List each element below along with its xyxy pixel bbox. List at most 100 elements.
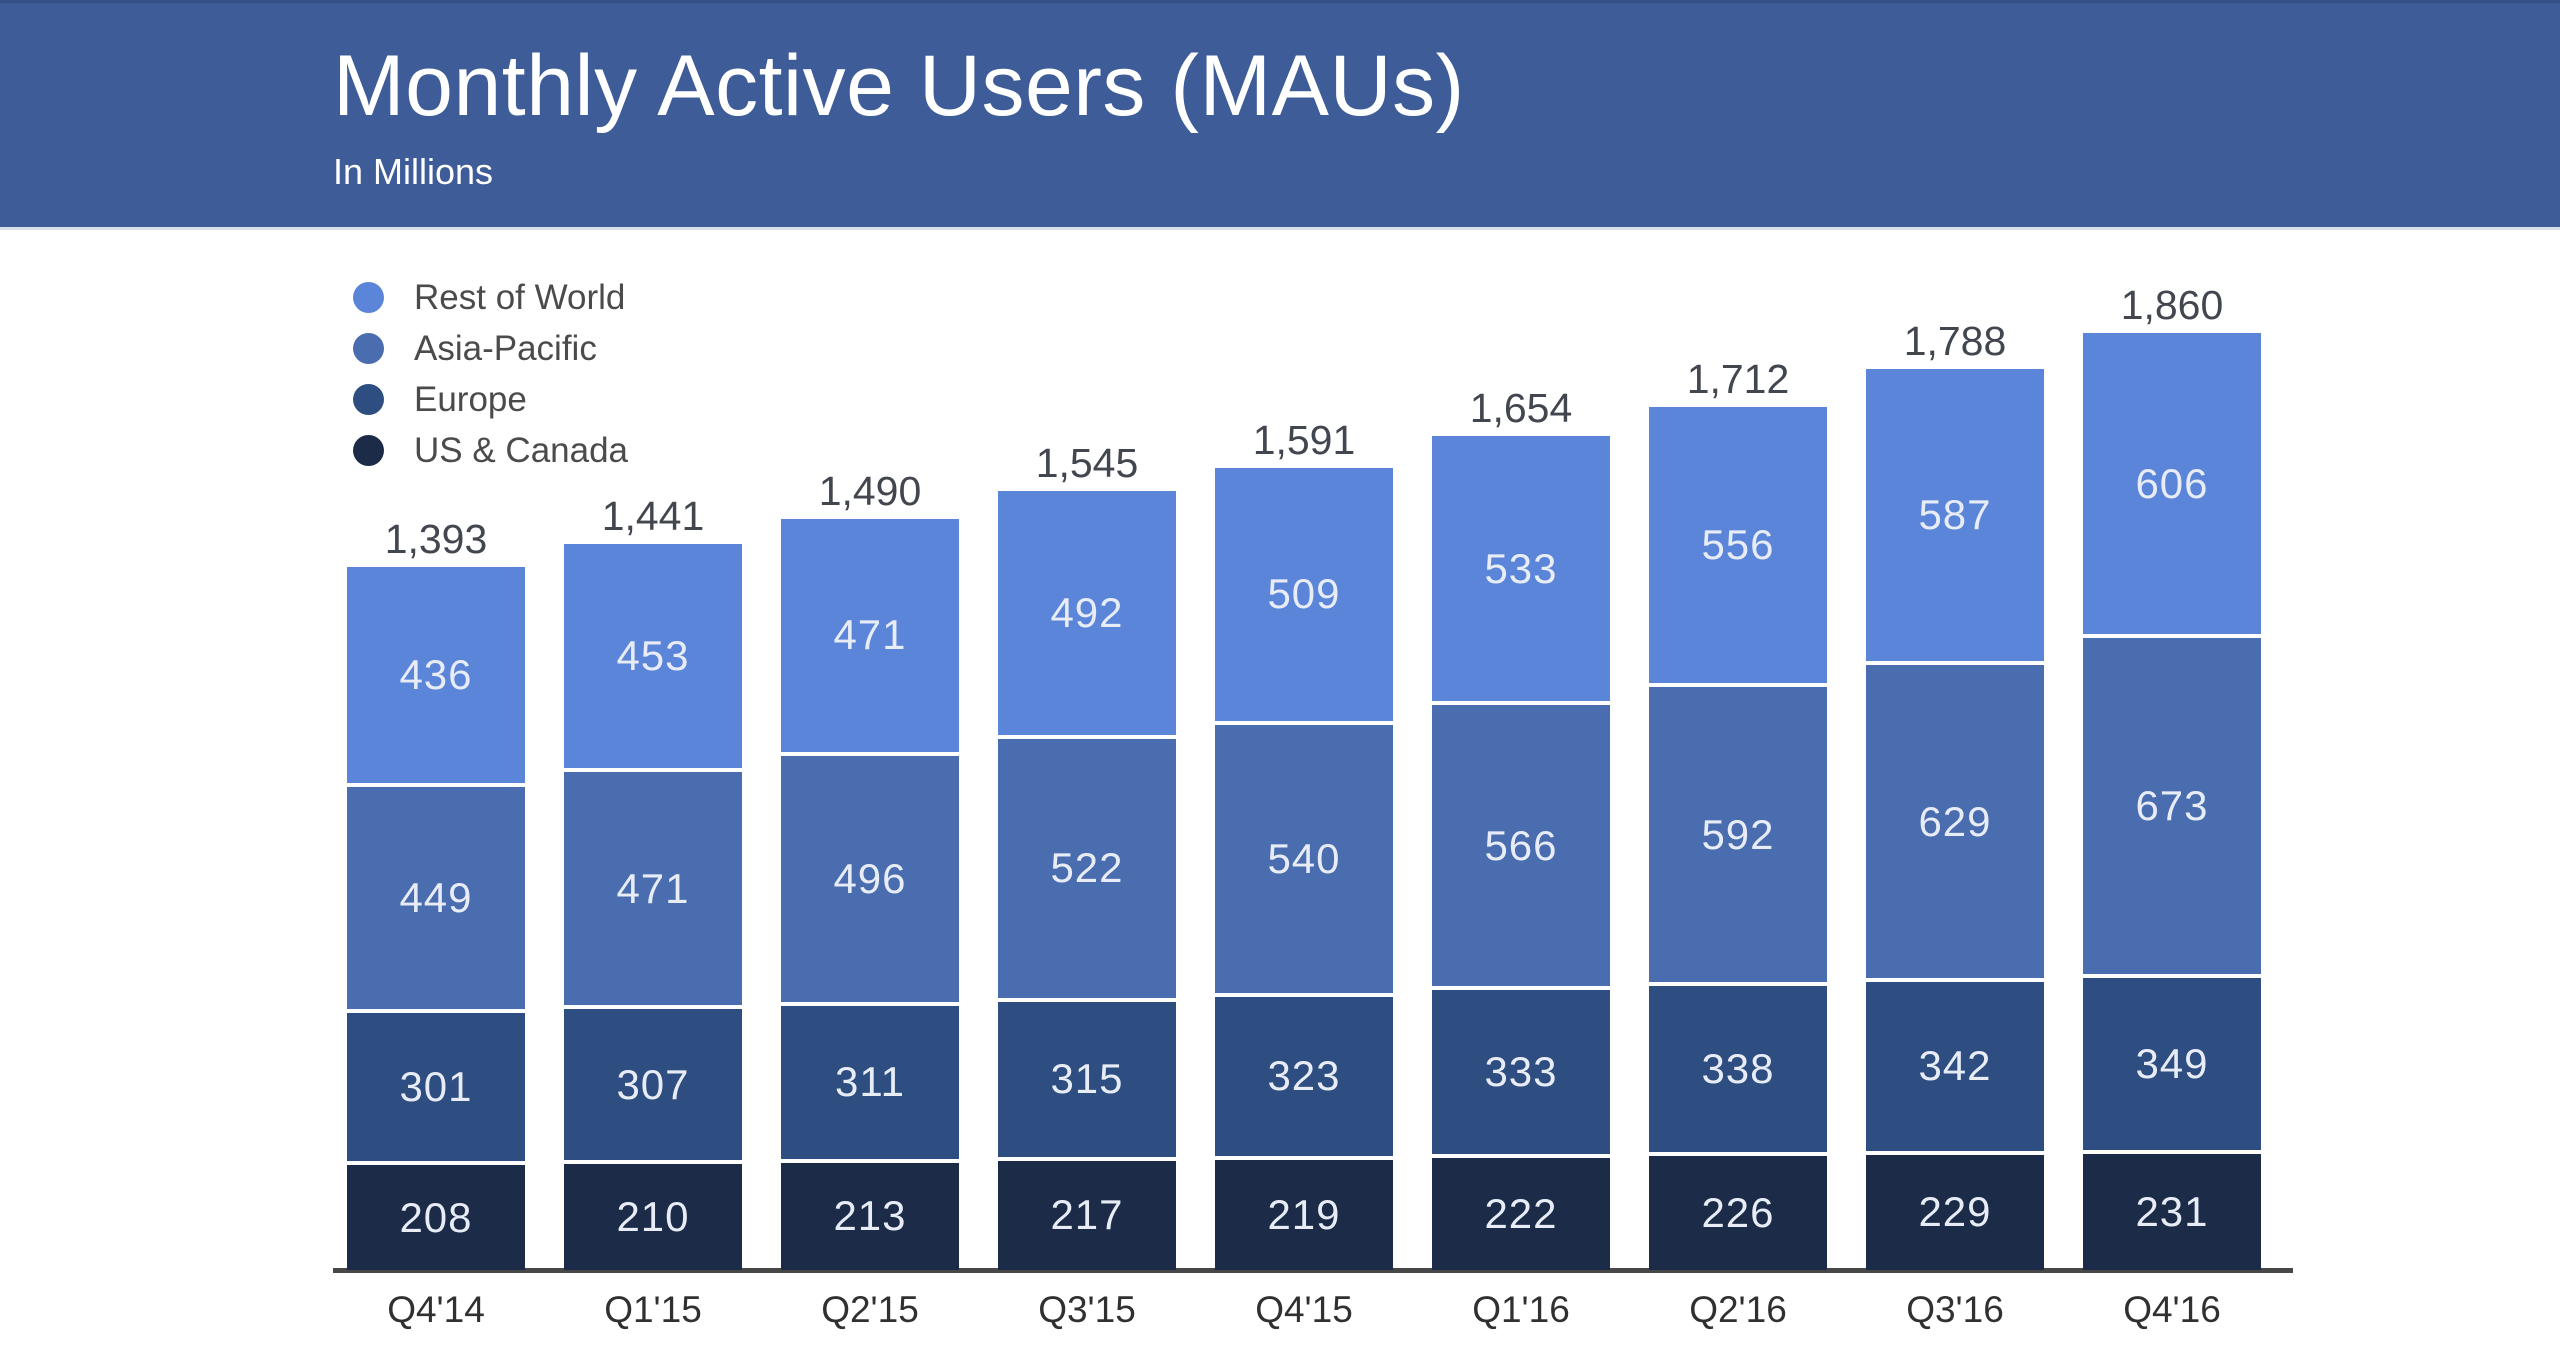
segment-value-label: 471 (616, 864, 690, 912)
bar-group: 471 496 311 213 (781, 518, 959, 1270)
legend-item: Europe (353, 374, 628, 425)
header: Monthly Active Users (MAUs) In Millions (0, 0, 2560, 230)
segment-value-label: 449 (399, 874, 473, 922)
bar-segment: 587 (1866, 369, 2044, 666)
bar-segment: 673 (2083, 638, 2261, 978)
bar-segment: 301 (347, 1013, 525, 1166)
bar-group: 453 471 307 210 (564, 543, 742, 1270)
bar-total-label: 1,441 (601, 492, 705, 539)
x-axis-label: Q2'16 (1689, 1289, 1787, 1330)
legend-swatch-icon (353, 384, 384, 415)
legend-label: US & Canada (414, 430, 629, 470)
bar-segment: 556 (1649, 407, 1827, 688)
segment-value-label: 213 (833, 1192, 907, 1240)
bar-segment: 471 (781, 518, 959, 756)
bar-total-label: 1,393 (384, 516, 488, 563)
chart-title: Monthly Active Users (MAUs) (333, 38, 1465, 134)
bar-segment: 226 (1649, 1156, 1827, 1270)
segment-value-label: 492 (1050, 588, 1124, 636)
bar-group: 556 592 338 226 (1649, 407, 1827, 1270)
segment-value-label: 509 (1267, 570, 1341, 618)
segment-value-label: 471 (833, 611, 907, 659)
bar-segment: 338 (1649, 985, 1827, 1157)
segment-value-label: 556 (1701, 521, 1775, 569)
segment-value-label: 301 (399, 1063, 473, 1111)
bar-segment: 333 (1432, 990, 1610, 1159)
legend-item: US & Canada (353, 425, 628, 476)
bar-group: 492 522 315 217 (998, 490, 1176, 1270)
segment-value-label: 231 (2135, 1187, 2209, 1235)
x-axis-label: Q1'15 (604, 1289, 702, 1330)
bar-total-label: 1,860 (2120, 282, 2224, 329)
bar-segment: 453 (564, 543, 742, 773)
x-axis-label: Q3'16 (1906, 1289, 2004, 1330)
legend-swatch-icon (353, 333, 384, 364)
legend: Rest of World Asia-Pacific Europe US & Cana… (353, 272, 628, 476)
bar-segment: 509 (1215, 468, 1393, 725)
segment-value-label: 311 (835, 1058, 905, 1106)
segment-value-label: 315 (1050, 1055, 1124, 1103)
segment-value-label: 323 (1267, 1052, 1341, 1100)
bar-segment: 533 (1432, 436, 1610, 705)
segment-value-label: 592 (1701, 810, 1775, 858)
bar-total-label: 1,654 (1469, 385, 1573, 432)
bar-segment: 210 (564, 1164, 742, 1270)
segment-value-label: 222 (1484, 1190, 1558, 1238)
segment-value-label: 533 (1484, 544, 1558, 592)
legend-item: Asia-Pacific (353, 323, 628, 374)
x-axis-label: Q3'15 (1038, 1289, 1136, 1330)
segment-value-label: 226 (1701, 1189, 1775, 1236)
bar-segment: 349 (2083, 977, 2261, 1154)
bar-segment: 471 (564, 772, 742, 1010)
bar-segment: 496 (781, 755, 959, 1006)
x-axis-label: Q1'16 (1472, 1289, 1570, 1330)
bar-segment: 522 (998, 738, 1176, 1002)
bar-segment: 629 (1866, 665, 2044, 983)
segment-value-label: 522 (1050, 844, 1124, 892)
legend-item: Rest of World (353, 272, 628, 323)
bar-segment: 222 (1432, 1158, 1610, 1270)
segment-value-label: 210 (616, 1193, 690, 1241)
bar-segment: 566 (1432, 705, 1610, 991)
chart-subtitle: In Millions (333, 151, 494, 192)
segment-value-label: 219 (1267, 1190, 1341, 1238)
segment-value-label: 566 (1484, 821, 1558, 869)
bar-total-label: 1,712 (1686, 356, 1790, 403)
segment-value-label: 673 (2135, 782, 2209, 830)
bar-group: 509 540 323 219 (1215, 468, 1393, 1270)
bar-segment: 208 (347, 1165, 525, 1270)
segment-value-label: 587 (1918, 491, 1992, 539)
bar-segment: 592 (1649, 687, 1827, 986)
bar-group: 606 673 349 231 (2083, 333, 2261, 1270)
x-axis-label: Q4'16 (2123, 1289, 2221, 1330)
bar-segment: 213 (781, 1162, 959, 1270)
bar-segment: 449 (347, 787, 525, 1014)
legend-swatch-icon (353, 435, 384, 466)
legend-swatch-icon (353, 282, 384, 313)
segment-value-label: 338 (1701, 1044, 1775, 1092)
segment-value-label: 217 (1050, 1191, 1124, 1239)
segment-value-label: 307 (616, 1060, 690, 1108)
bar-group: 533 566 333 222 (1432, 436, 1610, 1270)
bar-segment: 540 (1215, 724, 1393, 997)
segment-value-label: 540 (1267, 834, 1341, 882)
bar-segment: 219 (1215, 1159, 1393, 1270)
segment-value-label: 208 (399, 1193, 473, 1241)
bar-segment: 323 (1215, 996, 1393, 1160)
segment-value-label: 342 (1918, 1042, 1992, 1090)
bar-total-label: 1,591 (1252, 417, 1356, 464)
bar-total-label: 1,490 (818, 467, 922, 514)
bar-total-label: 1,545 (1035, 439, 1139, 486)
legend-label: Asia-Pacific (414, 328, 597, 368)
bar-segment: 315 (998, 1001, 1176, 1161)
x-axis-line (333, 1268, 2293, 1273)
bar-group: 587 629 342 229 (1866, 369, 2044, 1270)
bar-total-label: 1,788 (1903, 318, 2007, 365)
bar-segment: 311 (781, 1005, 959, 1163)
segment-value-label: 606 (2135, 459, 2209, 507)
segment-value-label: 496 (833, 854, 907, 902)
segment-value-label: 349 (2135, 1039, 2209, 1087)
bar-segment: 231 (2083, 1153, 2261, 1270)
